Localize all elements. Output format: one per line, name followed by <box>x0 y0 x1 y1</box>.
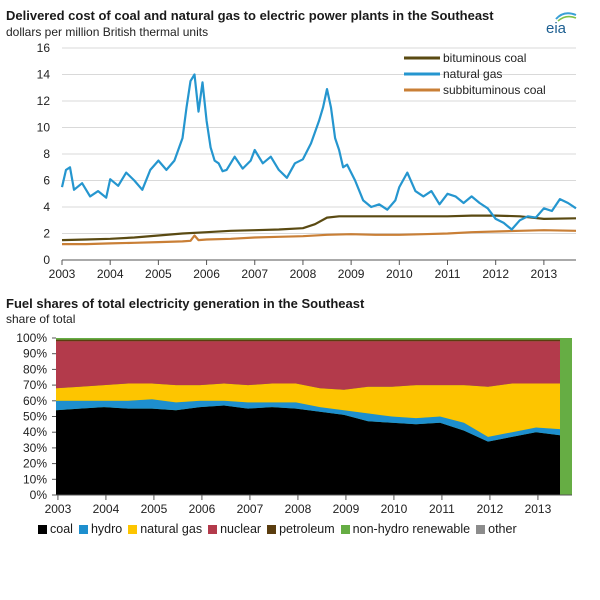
chart1-x-tick-label: 2011 <box>435 267 461 278</box>
chart2-y-tick-label: 0% <box>30 488 48 502</box>
legend-item-coal: coal <box>38 522 73 536</box>
chart1-legend: bituminous coal natural gas subbituminous … <box>404 51 546 97</box>
legend-item-hydro: hydro <box>78 522 123 536</box>
area-hydro <box>56 399 560 442</box>
chart1-x-tick-label: 2010 <box>386 267 413 278</box>
legend-item-nuclear: nuclear <box>208 522 261 536</box>
chart2-y-tick-label: 80% <box>23 362 47 376</box>
chart1-y-tick-label: 12 <box>37 94 51 108</box>
chart1-y-tick-label: 14 <box>37 68 51 82</box>
legend-swatch <box>128 525 138 534</box>
chart1-y-axis: 0 2 4 6 8 10 12 14 16 <box>37 41 51 267</box>
chart1-subtitle: dollars per million British thermal unit… <box>6 25 209 39</box>
legend-swatch <box>208 525 218 534</box>
area-non-hydro-renewable <box>56 338 560 340</box>
chart1-y-tick-label: 16 <box>37 41 51 55</box>
chart2-x-tick-label: 2013 <box>525 502 552 516</box>
chart1-title: Delivered cost of coal and natural gas t… <box>6 8 494 23</box>
area-coal <box>56 405 560 495</box>
chart2-series <box>56 338 572 495</box>
chart2-x-tick-label: 2006 <box>189 502 216 516</box>
legend-swatch <box>78 525 88 534</box>
series-line-natural-gas <box>60 73 577 231</box>
chart2-y-tick-label: 50% <box>23 410 47 424</box>
legend-label: subbituminous coal <box>443 83 546 97</box>
chart2-x-tick-label: 2008 <box>285 502 312 516</box>
legend-label: natural gas <box>443 67 502 81</box>
chart1-x-tick-label: 2009 <box>338 267 365 278</box>
legend-item-petroleum: petroleum <box>267 522 335 536</box>
legend-label: petroleum <box>279 522 335 536</box>
chart2-x-tick-label: 2009 <box>333 502 360 516</box>
chart2-x-tick-label: 2010 <box>381 502 408 516</box>
chart2-y-tick-label: 60% <box>23 394 47 408</box>
area-natural-gas <box>56 383 560 437</box>
chart1-y-tick-label: 2 <box>43 227 50 241</box>
legend-label: other <box>488 522 517 536</box>
chart2-y-axis: 0% 10%20% 30% 40%50% 60% 70% 80%90% 100% <box>16 331 56 502</box>
eia-logo: eia <box>542 10 582 38</box>
legend-label: coal <box>50 522 73 536</box>
chart2-legend: coal hydro natural gas nuclear petroleum non-… <box>38 522 523 536</box>
chart1-y-tick-label: 0 <box>43 253 50 267</box>
chart2-y-tick-label: 70% <box>23 378 47 392</box>
chart2-x-tick-label: 2004 <box>93 502 120 516</box>
chart1-x-tick-label: 2007 <box>241 267 268 278</box>
legend-item-other: other <box>476 522 517 536</box>
chart2-y-tick-label: 10% <box>23 472 47 486</box>
chart1-x-tick-label: 2008 <box>290 267 317 278</box>
legend-swatch <box>38 525 47 534</box>
chart2-x-tick-label: 2007 <box>237 502 264 516</box>
chart2-x-tick-label: 2005 <box>141 502 168 516</box>
area-nuclear <box>56 341 560 390</box>
chart2-y-tick-label: 90% <box>23 347 47 361</box>
chart1-y-tick-label: 8 <box>43 147 50 161</box>
eia-logo-text: eia <box>546 20 567 37</box>
legend-label: bituminous coal <box>443 51 526 65</box>
chart1-x-axis: 2003 2004 2005 2006 2007 2008 2009 2010 2011 2012… <box>49 259 576 278</box>
chart2-y-tick-label: 40% <box>23 425 47 439</box>
chart1-x-tick-label: 2003 <box>49 267 76 278</box>
chart1-y-tick-label: 4 <box>43 200 50 214</box>
chart2-title: Fuel shares of total electricity generat… <box>6 296 365 311</box>
legend-swatch <box>340 525 350 534</box>
series-line-bituminous-coal <box>61 214 577 242</box>
legend-label: non-hydro renewable <box>352 522 471 536</box>
chart1-x-tick-label: 2006 <box>193 267 220 278</box>
chart2-x-axis: 2003 2004 2005 2006 2007 2008 2009 2010 2011 2012… <box>45 494 572 516</box>
legend-item-natural-gas: natural gas <box>128 522 202 536</box>
chart1-series <box>60 73 577 246</box>
series-line-subbituminous-coal <box>62 229 577 246</box>
chart2-subtitle: share of total <box>6 312 76 326</box>
area-chart-fuel-shares: 0%10%20%30%40%50%60%70%80%90%100% 2003 20… <box>16 331 572 516</box>
legend-item-non-hydro-renewable: non-hydro renewable <box>340 522 471 536</box>
chart2-y-tick-label: 20% <box>23 457 47 471</box>
chart1-x-tick-label: 2013 <box>531 267 558 278</box>
eia-logo-arcs-icon <box>555 12 577 22</box>
chart1-x-tick-label: 2004 <box>97 267 124 278</box>
legend-swatch <box>267 525 277 534</box>
chart2-y-tick-label: 30% <box>23 441 47 455</box>
chart1-x-tick-label: 2005 <box>145 267 172 278</box>
legend-label: nuclear <box>220 522 262 536</box>
chart2-x-tick-label: 2011 <box>429 502 455 516</box>
chart1-y-tick-label: 10 <box>37 121 51 135</box>
chart1-y-tick-label: 6 <box>43 174 50 188</box>
chart2-y-tick-label: 100% <box>16 331 47 345</box>
legend-label: natural gas <box>140 522 203 536</box>
legend-swatch <box>476 525 486 534</box>
area-petroleum <box>56 339 560 342</box>
chart1-x-tick-label: 2012 <box>482 267 509 278</box>
chart2-x-tick-label: 2012 <box>477 502 504 516</box>
legend-label: hydro <box>90 522 123 536</box>
chart2-x-tick-label: 2003 <box>45 502 72 516</box>
